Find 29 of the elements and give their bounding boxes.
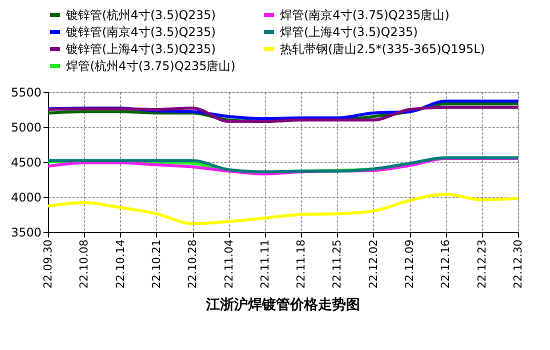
legend-label: 焊管(南京4寸(3.75)Q235唐山): [280, 8, 450, 22]
x-tick-label: 22.12.16: [439, 240, 452, 288]
y-tick-label: 4000: [10, 190, 42, 204]
y-tick-label: 4500: [10, 156, 42, 170]
x-tick-label: 22.09.30: [42, 240, 54, 288]
x-tick-label: 22.12.09: [403, 240, 416, 288]
legend-label: 镀锌管(杭州4寸(3.5)Q235): [65, 8, 216, 22]
x-tick-label: 22.12.30: [512, 240, 524, 288]
x-tick-label: 22.10.28: [186, 240, 200, 288]
legend-label: 镀锌管(上海4寸(3.5)Q235): [65, 42, 216, 56]
x-tick-label: 22.11.04: [222, 240, 236, 288]
y-tick-label: 3500: [10, 226, 42, 240]
text: 江浙沪焊镀管价格走势图: [205, 296, 360, 313]
x-tick-label: 22.10.14: [114, 240, 127, 288]
x-tick-label: 22.12.23: [475, 240, 488, 288]
legend-label: 热轧带钢(唐山2.5*(335-365)Q195L): [280, 42, 485, 56]
x-tick-label: 22.12.02: [366, 240, 380, 288]
line-series: [46, 192, 520, 226]
legend-label: 焊管(上海4寸(3.5)Q235): [280, 25, 418, 39]
line-series: [46, 106, 520, 123]
x-tick-label: 22.11.25: [330, 240, 344, 288]
y-tick-label: 5000: [10, 120, 42, 134]
legend-label: 焊管(杭州4寸(3.75)Q235唐山): [66, 59, 236, 73]
y-tick-label: 5500: [10, 86, 42, 100]
legend-label: 镀锌管(南京4寸(3.5)Q235): [65, 25, 216, 39]
x-tick-label: 22.11.11: [258, 240, 272, 288]
x-tick-label: 22.10.08: [78, 240, 91, 288]
x-tick-label: 22.11.18: [294, 240, 308, 288]
x-tick-label: 22.10.21: [150, 240, 163, 288]
